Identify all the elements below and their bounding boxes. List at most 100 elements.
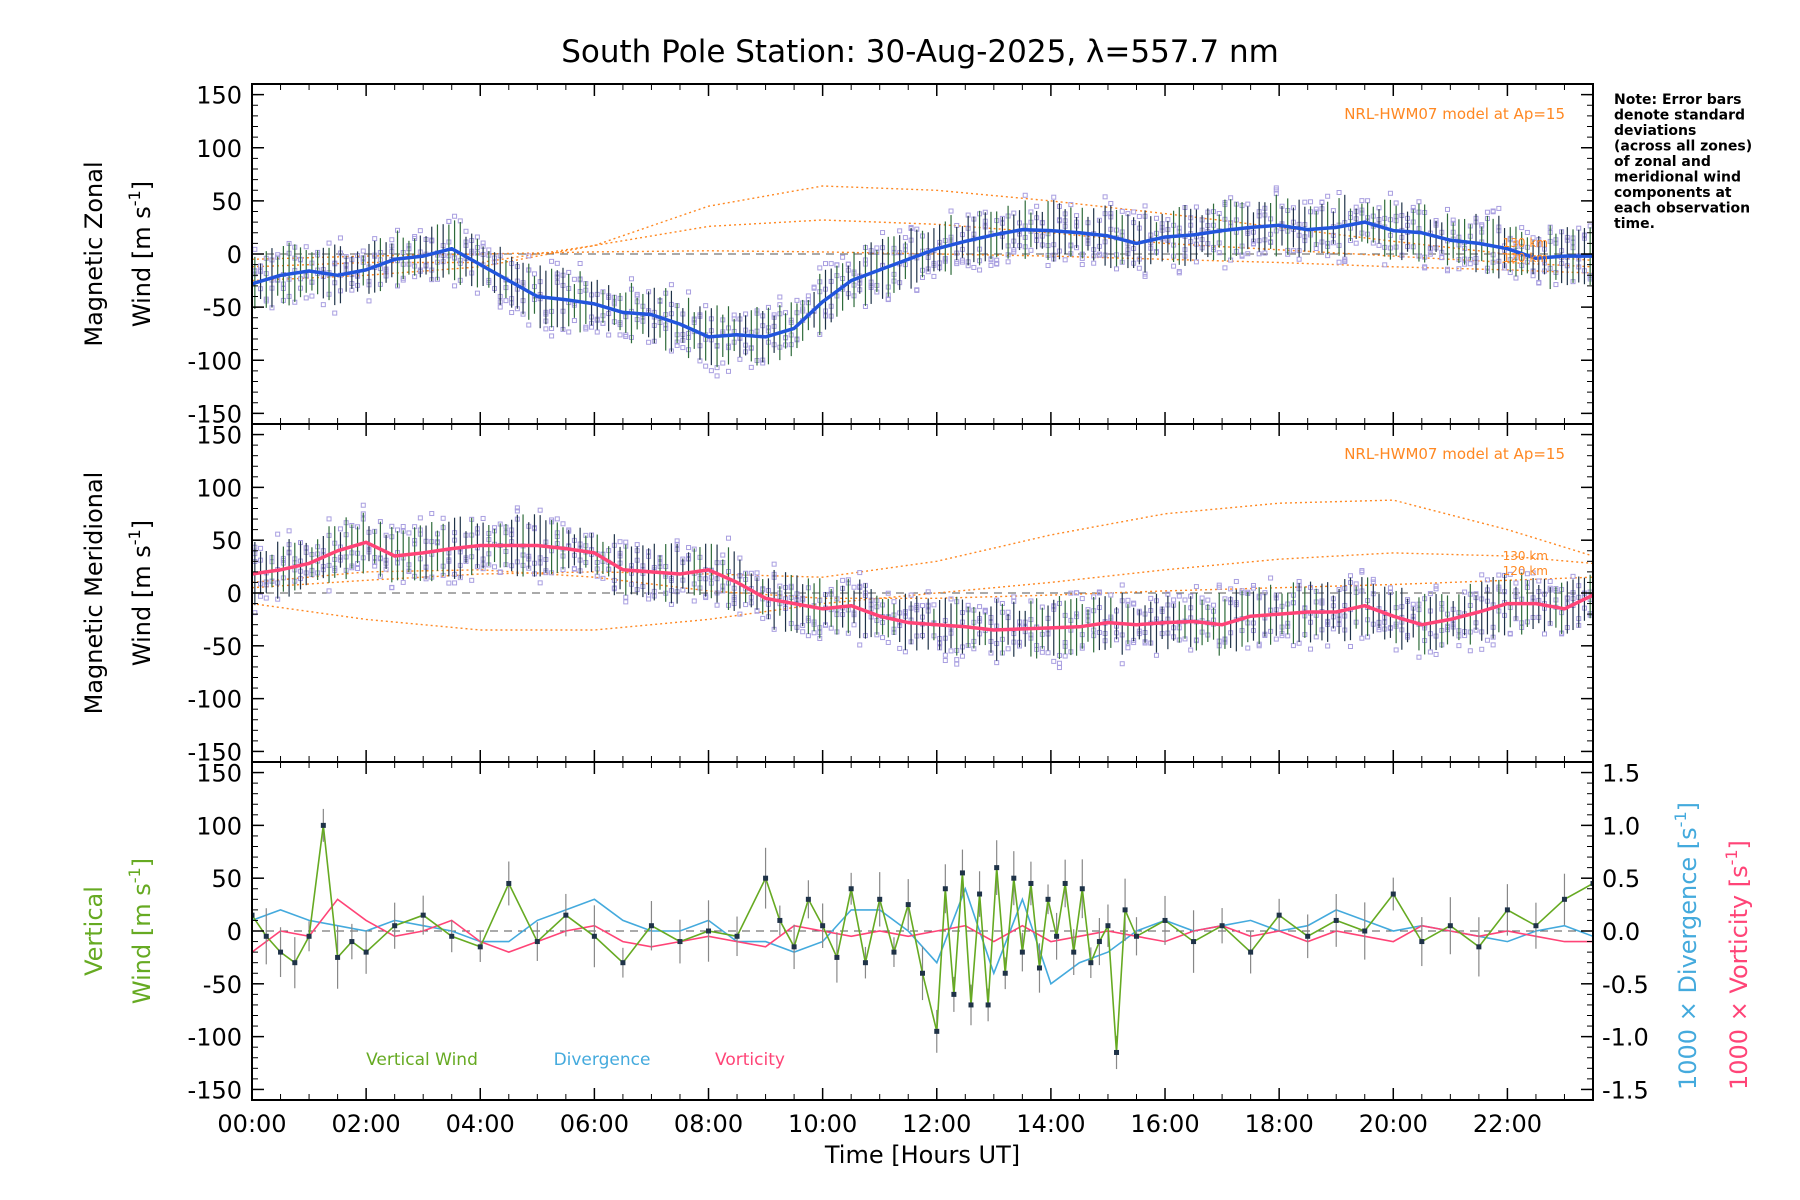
vertical-point — [278, 949, 284, 955]
panel-plot-area — [252, 499, 1593, 671]
scatter-point — [1490, 208, 1496, 214]
scatter-point — [1045, 263, 1051, 269]
scatter-point — [452, 213, 458, 219]
scatter-point — [1193, 259, 1199, 265]
error-bars — [254, 194, 1591, 368]
scatter-point — [994, 660, 1000, 666]
scatter-point — [1199, 595, 1205, 601]
vertical-point — [862, 960, 868, 966]
scatter-point — [1313, 634, 1319, 640]
scatter-point — [440, 515, 446, 521]
scatter-point — [600, 575, 606, 581]
y-tick-label: 0 — [227, 918, 242, 946]
scatter-point — [509, 310, 515, 316]
vertical-point — [1036, 965, 1042, 971]
scatter-point — [1302, 199, 1308, 205]
panel-plot-area — [252, 185, 1593, 379]
scatter-point — [1176, 268, 1182, 274]
x-tick-label: 18:00 — [1245, 1110, 1314, 1138]
scatter-point — [1131, 600, 1137, 606]
x-ticks — [251, 762, 1594, 1100]
scatter-point — [725, 368, 731, 374]
y-tick-label: 150 — [196, 422, 242, 450]
scatter-point — [263, 595, 269, 601]
vertical-point — [1447, 923, 1453, 929]
scatter-point — [942, 652, 948, 658]
scatter-point — [1353, 240, 1359, 246]
scatter-point — [1228, 586, 1234, 592]
scatter-point — [1433, 586, 1439, 592]
vertical-point — [1096, 939, 1102, 945]
vertical-point — [263, 933, 269, 939]
y-tick-label: 150 — [196, 82, 242, 110]
scatter-point — [931, 602, 937, 608]
scatter-point — [1444, 206, 1450, 212]
scatter-point — [1456, 643, 1462, 649]
vertical-point — [1088, 960, 1094, 966]
scatter-point — [1245, 645, 1251, 651]
note-line: Note: Error bars — [1614, 92, 1741, 108]
y-axis-label-line1: Magnetic Zonal — [80, 161, 108, 346]
scatter-point — [1536, 279, 1542, 285]
scatter-point — [1427, 251, 1433, 257]
scatter-point — [914, 287, 920, 293]
scatter-point — [1496, 572, 1502, 578]
scatter-point — [634, 291, 640, 297]
y-axis-label-close: ] — [128, 520, 156, 529]
scatter-point — [1467, 648, 1473, 654]
panel-zonal — [251, 83, 1594, 425]
scatter-point — [1176, 593, 1182, 599]
scatter-point — [1171, 263, 1177, 269]
scatter-point — [800, 629, 806, 635]
scatter-point — [1479, 572, 1485, 578]
scatter-point — [1416, 654, 1422, 660]
scatter-point — [1308, 646, 1314, 652]
scatter-point — [571, 566, 577, 572]
vertical-point — [392, 923, 398, 929]
y-axis-label-sup: -1 — [125, 190, 144, 206]
vertical-point — [1062, 880, 1068, 886]
scatter-point — [1347, 644, 1353, 650]
scatter-point — [737, 611, 743, 617]
scatter-point — [1416, 199, 1422, 205]
vertical-point — [968, 1002, 974, 1008]
scatter-point — [971, 264, 977, 270]
scatter-point — [474, 290, 480, 296]
scatter-point — [1222, 265, 1228, 271]
scatter-point — [748, 364, 754, 370]
scatter-point — [571, 276, 577, 282]
scatter-point — [1313, 206, 1319, 212]
model-curve — [252, 569, 1593, 599]
scatter-point — [1370, 579, 1376, 585]
y-axis-label-sup: -1 — [125, 529, 144, 545]
scatter-point — [1387, 190, 1393, 196]
scatter-point — [1467, 261, 1473, 267]
scatter-point — [931, 273, 937, 279]
scatter-point — [902, 235, 908, 241]
scatter-point — [1216, 250, 1222, 256]
meridional-wind-line — [252, 540, 1593, 632]
x-tick-label: 10:00 — [788, 1110, 857, 1138]
vertical-point — [951, 991, 957, 997]
scatter-point — [1268, 575, 1274, 581]
vertical-point — [1390, 891, 1396, 897]
y-tick-label: 0 — [227, 241, 242, 269]
scatter-point — [959, 653, 965, 659]
scatter-point — [1125, 597, 1131, 603]
model-curve — [252, 219, 1593, 268]
vertical-point — [848, 886, 854, 892]
scatter-point — [977, 267, 983, 273]
scatter-point — [1524, 571, 1530, 577]
vertical-point — [959, 870, 965, 876]
y-tick-label: 0 — [227, 580, 242, 608]
scatter-point — [720, 552, 726, 558]
scatter-point — [417, 515, 423, 521]
scatter-point — [617, 332, 623, 338]
x-tick-label: 22:00 — [1473, 1110, 1542, 1138]
vertical-point — [891, 949, 897, 955]
scatter-point — [566, 269, 572, 275]
x-tick-label: 12:00 — [902, 1110, 971, 1138]
y-tick-label: 100 — [196, 812, 242, 840]
vertical-point — [1561, 896, 1567, 902]
scatter-point — [514, 505, 520, 511]
